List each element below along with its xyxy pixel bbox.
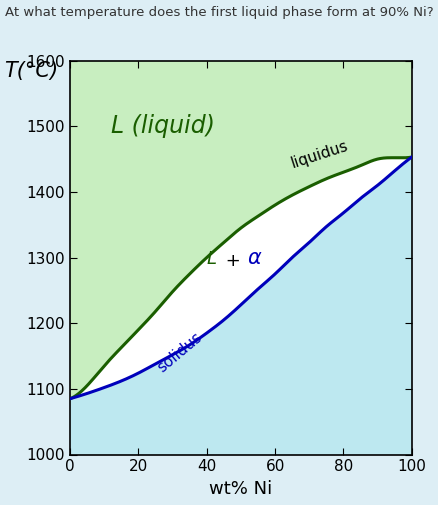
Text: L: L [207,250,217,268]
Text: solidus: solidus [154,330,205,376]
Text: α: α [248,247,261,268]
Polygon shape [70,61,412,399]
X-axis label: wt% Ni: wt% Ni [209,480,272,498]
Text: T(°C): T(°C) [4,61,59,81]
Text: liquidus: liquidus [289,138,350,171]
Text: At what temperature does the first liquid phase form at 90% Ni?: At what temperature does the first liqui… [5,6,434,19]
Polygon shape [70,157,412,399]
Text: L (liquid): L (liquid) [111,114,215,138]
Text: +: + [220,252,247,270]
